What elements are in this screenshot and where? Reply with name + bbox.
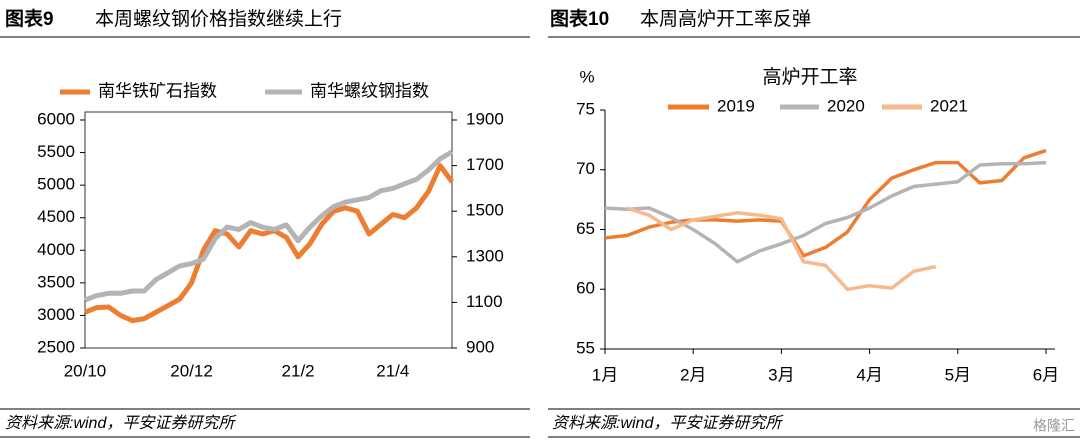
- y-tick-label: 4000: [37, 240, 75, 259]
- y-tick-label: 60: [576, 279, 595, 298]
- y2-tick-label: 1900: [466, 109, 504, 128]
- y-tick-label: 6000: [37, 109, 75, 128]
- series-line: [604, 160, 1047, 264]
- chart-title: 高炉开工率: [762, 66, 857, 88]
- heading: 本周螺纹钢价格指数继续上行: [95, 8, 342, 30]
- x-tick-label: 1月: [592, 365, 618, 384]
- y-tick-label: 4500: [37, 207, 75, 226]
- heading: 本周高炉开工率反弹: [640, 8, 811, 30]
- legend-label: 2020: [827, 96, 865, 115]
- series-line: [84, 149, 454, 303]
- legend-label: 南华铁矿石指数: [98, 81, 217, 100]
- legend-label: 南华螺纹钢指数: [310, 81, 429, 100]
- y-tick-label: 65: [576, 219, 595, 238]
- y2-tick-label: 1300: [466, 246, 504, 265]
- x-tick-label: 21/4: [376, 361, 409, 380]
- plot-frame: [84, 111, 453, 349]
- y2-tick-label: 1100: [466, 292, 503, 311]
- y-tick-label: 55: [576, 338, 595, 357]
- y-tick-label: 5000: [37, 175, 75, 194]
- x-tick-label: 5月: [945, 365, 971, 384]
- x-tick-label: 2月: [680, 365, 706, 384]
- x-tick-label: 4月: [856, 365, 882, 384]
- source: 资料来源:wind，平安证券研究所: [552, 414, 784, 432]
- y-tick-label: 3500: [37, 272, 75, 291]
- figure-label: 图表9: [5, 7, 54, 30]
- y-tick-label: 70: [576, 159, 595, 178]
- x-tick-label: 20/12: [170, 361, 213, 380]
- figure-label: 图表10: [550, 7, 609, 30]
- y2-tick-label: 900: [466, 337, 494, 356]
- series-line: [626, 206, 937, 292]
- x-tick-label: 20/10: [64, 361, 107, 380]
- x-tick-label: 3月: [768, 365, 794, 384]
- y-tick-label: 5500: [37, 142, 75, 161]
- y-unit: %: [579, 67, 594, 86]
- y-tick-label: 2500: [37, 337, 75, 356]
- series-line: [84, 163, 455, 324]
- y2-tick-label: 1500: [466, 201, 504, 220]
- y2-tick-label: 1700: [466, 155, 504, 174]
- x-tick-label: 21/2: [282, 361, 315, 380]
- y-tick-label: 3000: [37, 305, 75, 324]
- x-tick-label: 6月: [1033, 365, 1059, 384]
- legend-label: 2019: [717, 96, 755, 115]
- source: 资料来源:wind，平安证券研究所: [5, 414, 237, 432]
- y-tick-label: 75: [576, 99, 595, 118]
- watermark: 格隆汇: [1033, 418, 1075, 434]
- legend-label: 2021: [930, 96, 968, 115]
